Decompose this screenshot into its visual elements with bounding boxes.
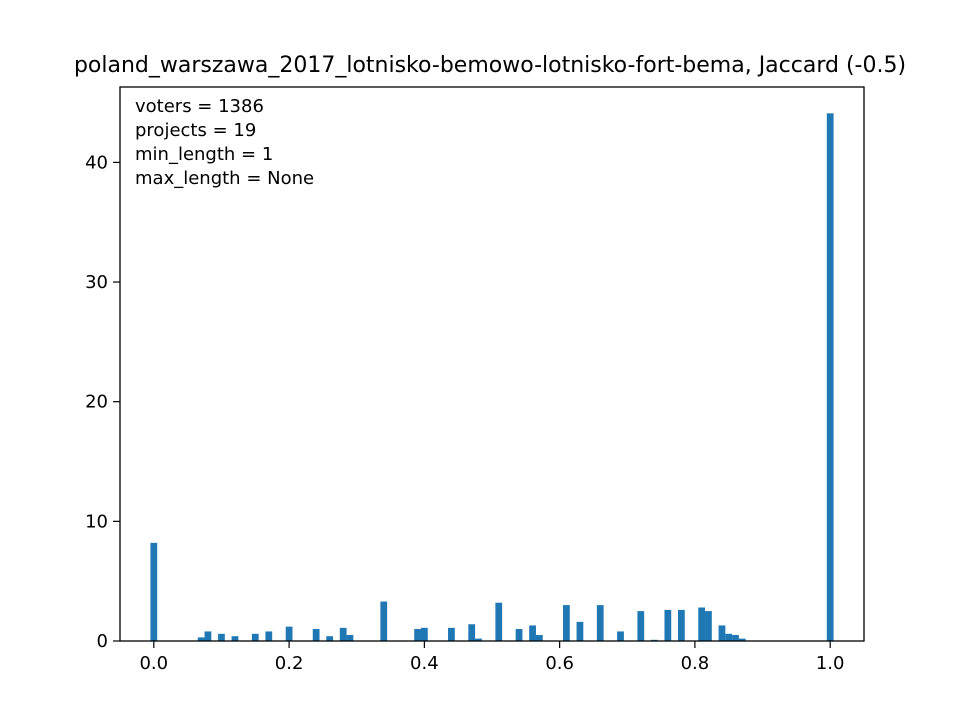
histogram-bar (698, 607, 706, 641)
y-tick-label: 0 (97, 631, 108, 652)
histogram-bar (150, 542, 158, 641)
histogram-bar (218, 633, 225, 641)
histogram-bar (468, 624, 476, 641)
y-tick-label: 10 (85, 511, 108, 532)
histogram-bar (448, 627, 455, 641)
histogram-bar (339, 627, 347, 641)
histogram-bar (265, 631, 273, 641)
histogram-bar (346, 635, 354, 641)
histogram-bar (732, 635, 739, 641)
histogram-bar (826, 113, 834, 641)
stats-annotation-line: max_length = None (135, 168, 314, 189)
histogram-bar (197, 637, 205, 641)
histogram-bar (475, 638, 482, 641)
x-tick-label: 0.2 (275, 653, 304, 674)
y-axis: 0 10 20 30 40 (85, 152, 120, 652)
plot-frame (119, 86, 865, 642)
x-tick-label: 1.0 (816, 653, 845, 674)
y-tick-label: 30 (85, 272, 108, 293)
histogram-bar (725, 633, 733, 641)
histogram-bar (380, 601, 388, 641)
histogram-bar (204, 631, 212, 641)
x-axis: 0.0 0.2 0.4 0.6 0.8 1.0 (139, 641, 845, 674)
histogram-bar (718, 625, 726, 641)
stats-annotation-line: min_length = 1 (135, 144, 273, 165)
histogram-bar (596, 605, 604, 641)
histogram-bar (529, 625, 536, 641)
histogram-bar (515, 629, 523, 641)
histogram-bar (251, 633, 259, 641)
histogram-bar (664, 609, 672, 641)
stats-annotation-line: voters = 1386 (135, 96, 264, 117)
histogram-bar (285, 626, 293, 641)
histogram-bar (576, 621, 584, 641)
histogram-bar (231, 636, 239, 641)
stats-annotation-line: projects = 19 (135, 120, 256, 141)
histogram-bar (312, 629, 320, 641)
x-tick-label: 0.6 (545, 653, 574, 674)
histogram-bar (326, 636, 334, 641)
histogram-bar (678, 609, 685, 641)
x-tick-label: 0.4 (410, 653, 439, 674)
histogram-bar (617, 631, 624, 641)
histogram-bar (738, 638, 746, 641)
histogram-bar (563, 605, 570, 641)
histogram-bar (420, 627, 428, 641)
histogram-bar (495, 602, 503, 641)
bars-group (150, 113, 834, 641)
stats-annotations: voters = 1386 projects = 19 min_length = 1… (135, 96, 314, 189)
y-tick-label: 20 (85, 392, 108, 413)
chart-title: poland_warszawa_2017_lotnisko-bemowo-lot… (73, 53, 907, 78)
histogram-bar (705, 611, 712, 641)
histogram-bar (637, 611, 645, 641)
y-tick-label: 40 (85, 152, 108, 173)
histogram-bar (414, 629, 421, 641)
histogram-bar (535, 635, 543, 641)
x-tick-label: 0.8 (681, 653, 710, 674)
x-tick-label: 0.0 (139, 653, 168, 674)
